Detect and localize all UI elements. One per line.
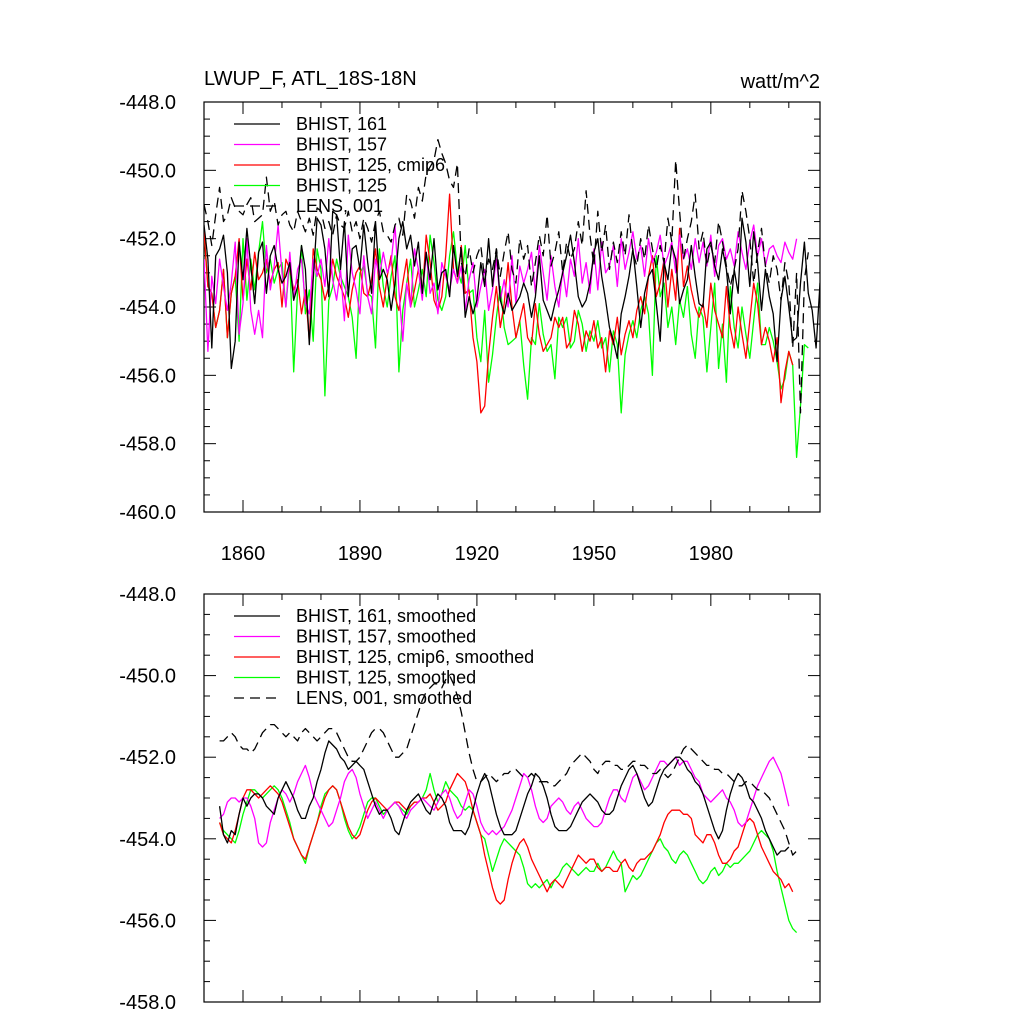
bottom-legend-label: BHIST, 125, smoothed <box>296 668 476 688</box>
bottom-legend-label: BHIST, 157, smoothed <box>296 627 476 647</box>
top-ytick-label: -450.0 <box>119 160 176 182</box>
bottom-legend-label: BHIST, 125, cmip6, smoothed <box>296 647 534 667</box>
top-xtick-label: 1860 <box>221 543 266 565</box>
top-ytick-label: -448.0 <box>119 92 176 114</box>
bottom-series-line-1 <box>219 756 790 848</box>
top-ytick-label: -460.0 <box>119 502 176 524</box>
bottom-ytick-label: -454.0 <box>119 829 176 851</box>
top-series-line-0 <box>204 210 820 370</box>
top-ytick-label: -458.0 <box>119 434 176 456</box>
top-legend-label: LENS, 001 <box>296 196 383 216</box>
top-series-line-4 <box>204 138 809 414</box>
top-xtick-label: 1980 <box>689 543 734 565</box>
top-xtick-label: 1950 <box>572 543 617 565</box>
top-legend-label: BHIST, 161 <box>296 114 387 134</box>
bottom-ytick-label: -456.0 <box>119 910 176 932</box>
top-legend-label: BHIST, 125, cmip6 <box>296 155 445 175</box>
top-xtick-label: 1890 <box>338 543 383 565</box>
chart-bottom-panel: -448.0 -450.0 -452.0 -454.0 -456.0 -458.0 BHIS… <box>119 584 821 1014</box>
bottom-series-line-2 <box>218 772 794 905</box>
top-legend-label: BHIST, 157 <box>296 135 387 155</box>
top-legend-label: BHIST, 125 <box>296 176 387 196</box>
bottom-ytick-label: -452.0 <box>119 747 176 769</box>
chart-title: LWUP_F, ATL_18S-18N <box>204 68 417 90</box>
bottom-ytick-label: -458.0 <box>119 992 176 1014</box>
top-ytick-label: -456.0 <box>119 365 176 387</box>
top-xtick-label: 1920 <box>455 543 500 565</box>
bottom-ytick-label: -448.0 <box>119 584 176 606</box>
bottom-legend-label: LENS, 001, smoothed <box>296 688 472 708</box>
bottom-ytick-label: -450.0 <box>119 666 176 688</box>
top-series-line-2 <box>204 193 794 414</box>
bottom-series-line-4 <box>219 674 798 856</box>
top-ytick-label: -454.0 <box>119 297 176 319</box>
bottom-legend-label: BHIST, 161, smoothed <box>296 606 476 626</box>
chart-top-panel: LWUP_F, ATL_18S-18N watt/m^2 -448.0 -450.… <box>119 68 821 565</box>
bottom-series-line-0 <box>218 740 790 856</box>
top-ytick-label: -452.0 <box>119 229 176 251</box>
chart-units: watt/m^2 <box>740 71 820 93</box>
